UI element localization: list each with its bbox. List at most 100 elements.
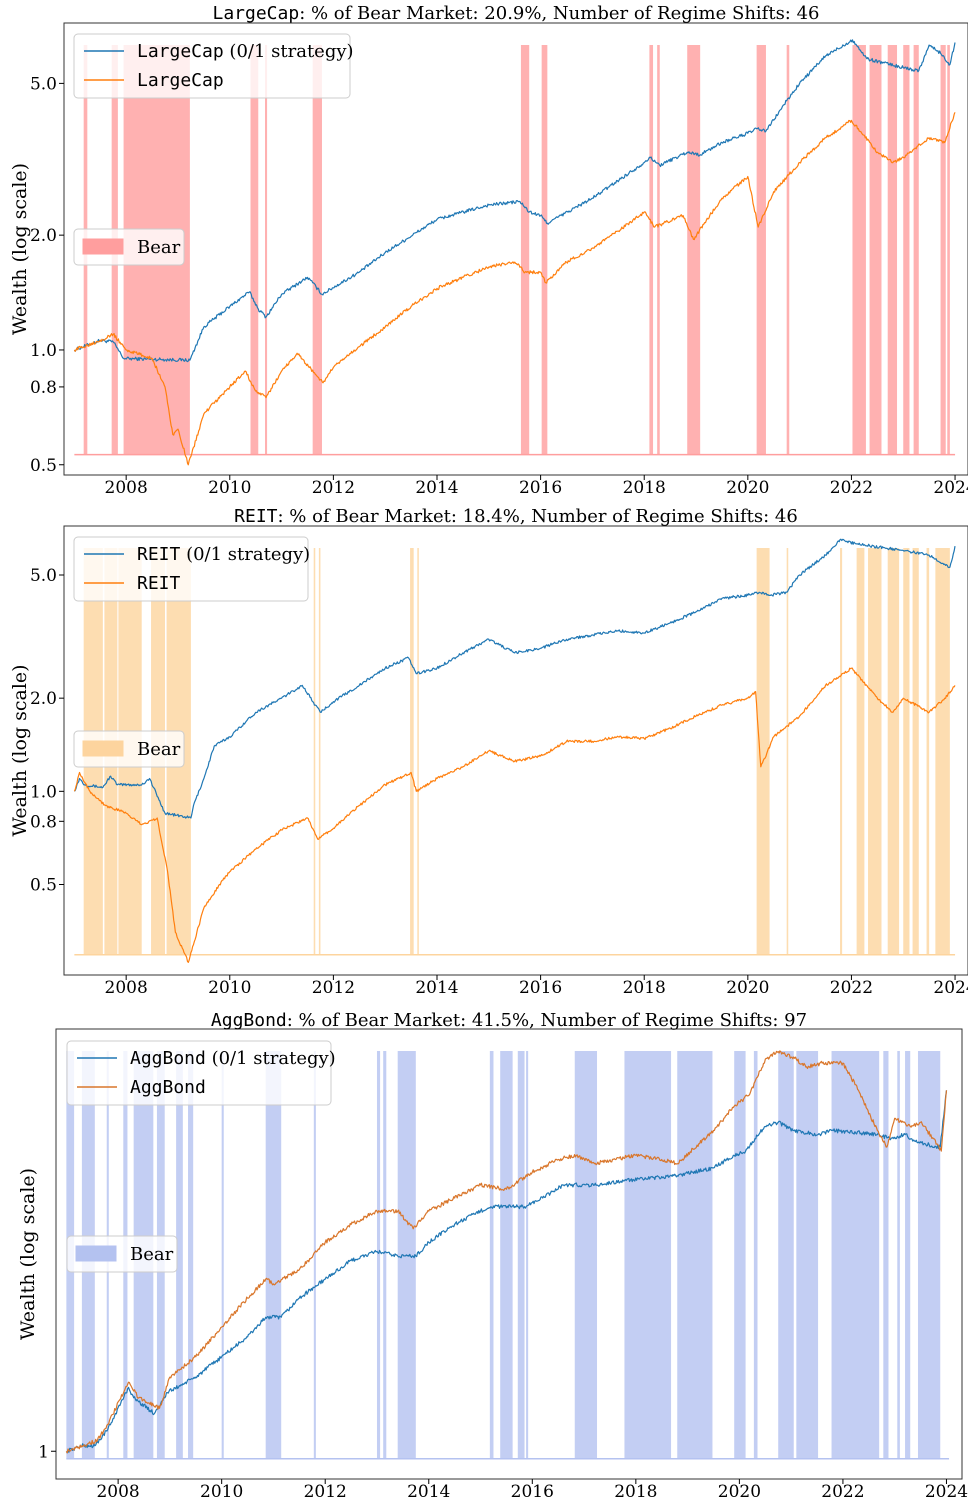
x-tick-label: 2010 <box>208 978 251 998</box>
legend-label: AggBond (0/1 strategy) <box>130 1048 336 1069</box>
x-tick-label: 2008 <box>105 478 148 498</box>
bear-region <box>868 548 882 955</box>
x-tick-label: 2024 <box>925 1482 968 1502</box>
series-line <box>65 1090 948 1454</box>
bear-region <box>897 1051 900 1459</box>
bear-region <box>883 1051 889 1459</box>
series-line <box>73 112 956 466</box>
series-line <box>73 39 956 363</box>
bear-region <box>520 45 530 455</box>
x-tick-label: 2012 <box>312 478 355 498</box>
bear-region <box>410 548 414 955</box>
bear-region <box>188 1051 194 1459</box>
bear-legend-label: Bear <box>137 237 181 258</box>
bear-region <box>869 45 882 455</box>
bear-region <box>753 1051 758 1459</box>
y-tick-label: 0.5 <box>30 456 57 476</box>
bear-region <box>677 1051 713 1459</box>
legend-ticker: AggBond <box>130 1077 206 1098</box>
legend-suffix: (0/1 strategy) <box>224 41 354 62</box>
chart-title-ticker: LargeCap <box>212 3 299 24</box>
x-tick-label: 2014 <box>415 978 458 998</box>
x-tick-label: 2010 <box>200 1482 243 1502</box>
chart-title-text: : % of Bear Market: 20.9%, Number of Reg… <box>299 3 819 24</box>
legend-label: REIT (0/1 strategy) <box>137 544 310 565</box>
y-axis-label: Wealth (log scale) <box>9 664 31 836</box>
x-tick-label: 2020 <box>718 1482 761 1502</box>
x-tick-label: 2020 <box>726 978 769 998</box>
chart-title: LargeCap: % of Bear Market: 20.9%, Numbe… <box>212 3 819 24</box>
x-tick-label: 2016 <box>519 978 562 998</box>
bear-region <box>489 1051 494 1459</box>
legend-ticker: LargeCap <box>137 70 224 91</box>
legend-suffix: (0/1 strategy) <box>180 544 310 565</box>
bear-region <box>687 45 701 455</box>
bear-region <box>649 45 654 455</box>
legend-box <box>73 33 351 99</box>
bear-region <box>734 1051 746 1459</box>
series-line <box>73 538 956 819</box>
x-tick-label: 2012 <box>312 978 355 998</box>
bear-region <box>786 548 789 955</box>
y-tick-label: 1 <box>38 1442 49 1462</box>
bear-region <box>912 548 919 955</box>
x-tick-label: 2016 <box>519 478 562 498</box>
y-tick-label: 5.0 <box>30 74 57 94</box>
bear-region <box>903 45 910 455</box>
bear-region <box>417 548 419 955</box>
bear-region <box>905 1051 911 1459</box>
bear-region <box>756 548 770 955</box>
bear-region <box>903 548 910 955</box>
x-tick-label: 2010 <box>208 478 251 498</box>
bear-region <box>265 1051 282 1459</box>
bear-region <box>313 1051 316 1459</box>
plot-frame <box>63 22 968 476</box>
bear-legend-label: Bear <box>137 739 181 760</box>
y-axis-label: Wealth (log scale) <box>9 163 31 335</box>
chart-panel-reit: 0.5 0.8 1.0 2.0 5.0 2008 2010 2012 2014 2016 2018 2… <box>9 506 968 998</box>
bear-region <box>517 1051 525 1459</box>
bear-region <box>221 1051 224 1459</box>
x-tick-label: 2024 <box>933 478 968 498</box>
plot-frame <box>55 1028 963 1480</box>
y-axis-label: Wealth (log scale) <box>17 1168 39 1340</box>
legend-suffix: (0/1 strategy) <box>206 1048 336 1069</box>
legend-label: AggBond <box>130 1077 206 1098</box>
bear-region <box>383 1051 387 1459</box>
x-tick-label: 2008 <box>96 1482 139 1502</box>
y-tick-label: 5.0 <box>30 566 57 586</box>
bear-legend-label: Bear <box>130 1244 174 1265</box>
bear-region <box>376 1051 381 1459</box>
chart-title-text: : % of Bear Market: 18.4%, Number of Reg… <box>278 506 798 527</box>
series-line <box>65 1050 948 1454</box>
y-tick-label: 0.5 <box>30 875 57 895</box>
y-tick-label: 2.0 <box>30 689 57 709</box>
x-tick-label: 2014 <box>415 478 458 498</box>
x-tick-label: 2024 <box>933 978 968 998</box>
x-tick-label: 2012 <box>304 1482 347 1502</box>
chart-title: REIT: % of Bear Market: 18.4%, Number of… <box>234 506 798 527</box>
bear-region <box>265 45 268 455</box>
bear-region <box>786 45 790 455</box>
bear-region <box>318 548 321 955</box>
bear-region <box>541 45 548 455</box>
legend-box <box>66 1040 332 1106</box>
series-line <box>73 667 956 963</box>
bear-legend-swatch <box>75 1245 117 1262</box>
bear-region <box>840 548 843 955</box>
bear-legend-box <box>73 228 185 266</box>
chart-title: AggBond: % of Bear Market: 41.5%, Number… <box>211 1010 807 1031</box>
legend-ticker: REIT <box>137 573 181 594</box>
legend-box <box>73 536 309 602</box>
legend-label: LargeCap <box>137 70 224 91</box>
chart-panel-aggbond: 1 2008 2010 2012 2014 2016 2018 2020 2022 2024 Wea… <box>17 1010 968 1502</box>
x-tick-label: 2018 <box>614 1482 657 1502</box>
chart-title-ticker: AggBond <box>211 1010 287 1031</box>
bear-legend-swatch <box>82 740 124 757</box>
x-tick-label: 2020 <box>726 478 769 498</box>
x-tick-label: 2008 <box>105 978 148 998</box>
y-tick-label: 2.0 <box>30 226 57 246</box>
bear-region <box>917 1051 941 1459</box>
bear-region <box>250 45 259 455</box>
